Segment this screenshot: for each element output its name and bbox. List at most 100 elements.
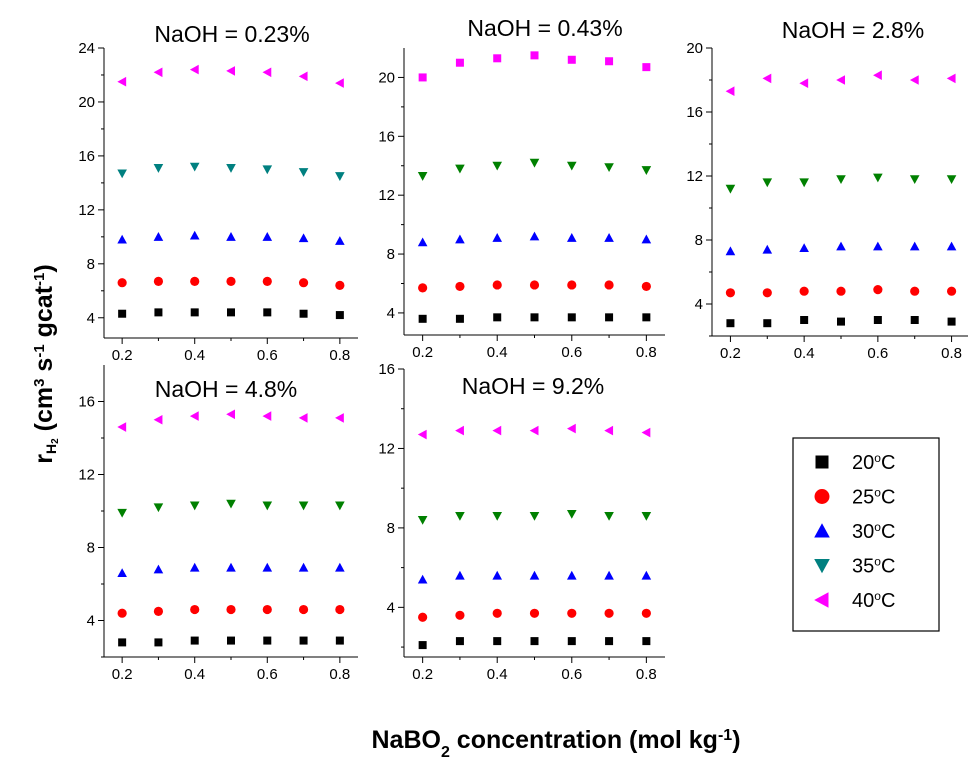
y-label-sub2: 2 — [50, 438, 61, 444]
x-tick-label: 0.6 — [257, 666, 278, 683]
y-label-b: s — [30, 358, 58, 379]
legend-marker — [815, 455, 829, 469]
data-point — [335, 311, 344, 320]
data-point — [725, 288, 736, 298]
data-point — [726, 319, 735, 328]
data-point — [837, 317, 845, 326]
data-point — [262, 501, 273, 511]
y-tick-label: 12 — [378, 440, 395, 457]
data-point — [263, 636, 272, 645]
data-point — [641, 281, 651, 292]
data-point — [946, 286, 957, 296]
data-point — [226, 562, 236, 572]
y-tick-label: 4 — [87, 310, 95, 327]
data-point — [335, 236, 345, 245]
data-point — [298, 168, 309, 177]
data-point — [836, 75, 845, 85]
data-point — [909, 175, 920, 184]
data-point — [226, 499, 236, 509]
data-point — [799, 286, 809, 296]
y-tick-label: 8 — [387, 246, 395, 263]
data-point — [117, 234, 127, 244]
data-point — [262, 276, 272, 286]
panel-title: NaOH = 9.2% — [462, 373, 605, 399]
data-point — [417, 237, 428, 247]
data-point — [492, 608, 502, 618]
data-point — [642, 637, 651, 646]
data-point — [153, 606, 164, 616]
y-tick-label: 12 — [78, 202, 95, 219]
data-point — [118, 638, 127, 647]
x-label-close: ) — [732, 726, 740, 754]
panel-3: 0.2 0.4 0.6 0.8 4 8 12 16 20 NaOH = 2.8% — [686, 17, 968, 362]
data-point — [153, 276, 164, 286]
data-point — [567, 280, 577, 290]
data-point — [492, 280, 502, 290]
data-point — [800, 316, 809, 324]
data-point — [117, 568, 127, 578]
data-point — [799, 78, 809, 88]
y-label-r: r — [30, 454, 58, 464]
y-tick-label: 4 — [87, 613, 95, 630]
data-point — [227, 636, 235, 645]
data-point — [117, 422, 127, 432]
y-axis-label: rH2 (cm3 s-1 gcat-1) — [30, 264, 61, 463]
data-point — [566, 570, 577, 580]
data-point — [567, 608, 577, 618]
data-point — [604, 280, 614, 290]
y-tick-label: 20 — [378, 69, 395, 86]
data-point — [335, 78, 344, 88]
data-point — [605, 637, 614, 646]
data-point — [604, 608, 614, 618]
x-tick-label: 0.4 — [487, 344, 508, 361]
data-point — [492, 570, 503, 580]
data-point — [641, 427, 651, 438]
data-point — [529, 511, 540, 521]
data-point — [493, 54, 502, 63]
data-point — [910, 286, 920, 296]
panel-title: NaOH = 0.23% — [154, 21, 309, 47]
data-point — [298, 71, 308, 82]
y-tick-label: 4 — [387, 305, 395, 322]
data-point — [262, 562, 273, 572]
y-tick-label: 16 — [378, 128, 395, 145]
x-tick-label: 0.6 — [561, 344, 582, 361]
y-tick-label: 12 — [78, 467, 95, 484]
data-point — [529, 425, 539, 436]
data-point — [455, 234, 465, 244]
panel-2: 0.2 0.4 0.6 0.8 4 8 12 16 20 NaOH = 0.43% — [378, 15, 665, 361]
data-point — [493, 313, 502, 322]
data-point — [873, 316, 882, 324]
y-tick-label: 16 — [78, 148, 95, 165]
y-tick-label: 20 — [686, 40, 703, 57]
data-point — [299, 636, 308, 645]
data-point — [189, 162, 200, 172]
x-tick-label: 0.8 — [329, 666, 350, 683]
data-point — [153, 164, 164, 173]
legend-label: 25oC — [852, 486, 895, 509]
data-point — [262, 604, 272, 615]
data-point — [298, 562, 309, 572]
data-point — [417, 515, 428, 525]
data-point — [417, 429, 427, 440]
data-point — [642, 63, 651, 72]
data-point — [299, 309, 308, 318]
data-point — [154, 308, 163, 317]
data-point — [642, 313, 651, 322]
data-point — [567, 313, 576, 322]
data-point — [153, 503, 164, 513]
data-point — [455, 610, 465, 620]
data-point — [762, 178, 773, 188]
y-tick-label: 20 — [78, 94, 95, 111]
data-point — [455, 637, 464, 646]
x-label-main: NaBO — [371, 726, 440, 754]
data-point — [335, 280, 345, 290]
y-label-c: gcat — [30, 285, 58, 344]
data-point — [226, 409, 235, 420]
data-point — [418, 641, 427, 650]
data-point — [530, 637, 539, 646]
data-point — [725, 184, 736, 194]
data-point — [910, 316, 919, 324]
y-tick-label: 12 — [378, 187, 395, 204]
